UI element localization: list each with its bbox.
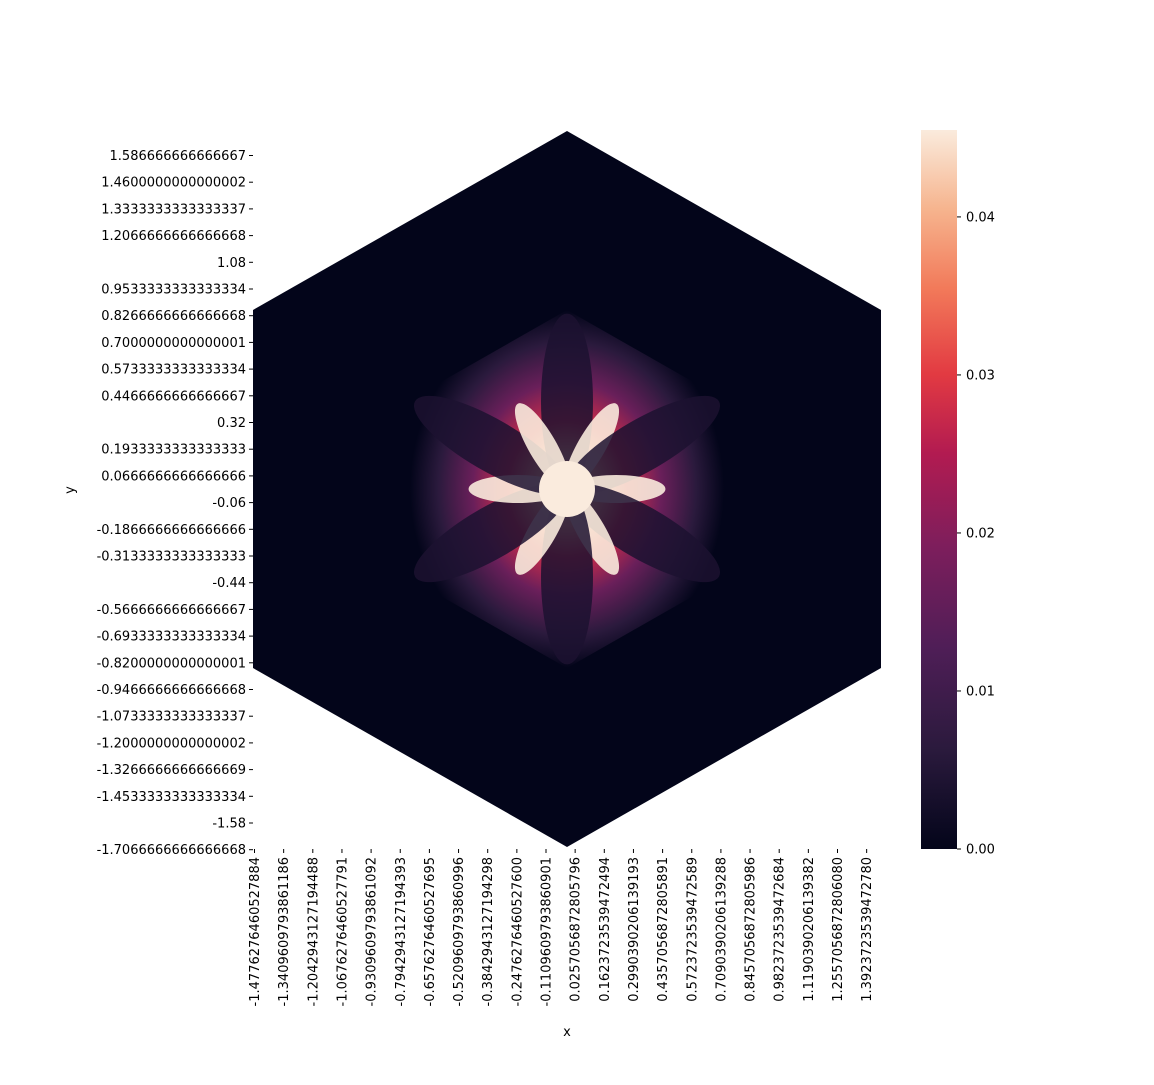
colorbar — [921, 130, 957, 849]
y-tick-label: -0.9466666666666668 — [97, 683, 246, 698]
x-axis-label: x — [563, 1025, 571, 1040]
x-tick-label: 0.9823723539472684 — [773, 857, 788, 1002]
x-tick-label: 1.3923723539472780 — [860, 857, 875, 1002]
x-tick-label: 0.0257056872805796 — [569, 857, 584, 1002]
y-tick-label: 0.0666666666666666 — [101, 469, 246, 484]
y-axis: 1.586666666666667 1.4600000000000002 1.333… — [97, 149, 253, 858]
y-tick-label: -0.06 — [212, 496, 246, 511]
x-tick-label: -0.5209609793860996 — [452, 857, 467, 1006]
x-tick-label: 0.8457056872805986 — [744, 857, 759, 1002]
colorbar-tick-label: 0.04 — [966, 210, 995, 225]
y-tick-label: 0.7000000000000001 — [101, 336, 246, 351]
colorbar-ticks: 0.00 0.01 0.02 0.03 0.04 — [957, 210, 995, 858]
y-tick-label: -1.4533333333333334 — [97, 790, 246, 805]
x-tick-label: -1.0676276460527791 — [335, 857, 350, 1006]
colorbar-tick-label: 0.00 — [966, 843, 995, 858]
colorbar-tick-label: 0.01 — [966, 684, 995, 699]
y-tick-label: -1.0733333333333337 — [97, 710, 246, 725]
x-tick-label: -1.2042943127194488 — [306, 857, 321, 1006]
y-tick-label: 1.3333333333333337 — [101, 202, 246, 217]
y-tick-label: -1.2000000000000002 — [97, 736, 246, 751]
y-tick-label: -0.3133333333333333 — [97, 550, 246, 565]
heatmap-petal — [413, 483, 569, 583]
y-tick-label: 0.8266666666666668 — [101, 309, 246, 324]
x-tick-label: 0.2990390206139193 — [627, 857, 642, 1002]
heatmap-petal — [413, 395, 569, 495]
y-tick-label: 0.32 — [217, 416, 246, 431]
heatmap-core — [539, 461, 595, 517]
y-tick-label: 0.9533333333333334 — [101, 283, 246, 298]
colorbar-tick-label: 0.03 — [966, 368, 995, 383]
x-tick-label: -0.2476276460527600 — [510, 857, 525, 1006]
x-tick-label: -0.6576276460527695 — [423, 857, 438, 1006]
y-tick-label: -0.6933333333333334 — [97, 630, 246, 645]
y-tick-label: -1.3266666666666669 — [97, 763, 246, 778]
y-tick-label: 1.08 — [217, 256, 246, 271]
x-tick-label: -0.7942943127194393 — [394, 857, 409, 1006]
heatmap-petal — [565, 395, 721, 495]
x-tick-label: 0.4357056872805891 — [656, 857, 671, 1002]
y-tick-label: -0.5666666666666667 — [97, 603, 246, 618]
y-tick-label: -1.58 — [212, 817, 246, 832]
y-tick-label: -1.7066666666666668 — [97, 843, 246, 858]
x-tick-label: 0.5723723539472589 — [685, 857, 700, 1002]
y-tick-label: 0.1933333333333333 — [101, 443, 246, 458]
y-tick-label: 1.2066666666666668 — [101, 229, 246, 244]
x-axis: -1.4776276460527884 -1.3409609793861186 -1… — [248, 849, 875, 1006]
y-tick-label: 0.5733333333333334 — [101, 363, 246, 378]
x-tick-label: 0.1623723539472494 — [598, 857, 613, 1002]
y-tick-label: 1.586666666666667 — [110, 149, 246, 164]
y-tick-label: 1.4600000000000002 — [101, 176, 246, 191]
y-tick-label: -0.1866666666666666 — [97, 523, 246, 538]
heatmap-inner-region — [410, 310, 724, 668]
x-tick-label: -0.9309609793861092 — [365, 857, 380, 1006]
heatmap-petals — [413, 313, 721, 665]
x-tick-label: 0.7090390206139288 — [714, 857, 729, 1002]
x-tick-label: 1.1190390206139382 — [802, 857, 817, 1002]
y-tick-label: -0.8200000000000001 — [97, 656, 246, 671]
colorbar-tick-label: 0.02 — [966, 526, 995, 541]
x-tick-label: 1.2557056872806080 — [831, 857, 846, 1002]
heatmap-petal — [565, 483, 721, 583]
y-axis-label: y — [63, 486, 78, 494]
y-tick-label: 0.4466666666666667 — [101, 389, 246, 404]
x-tick-label: -1.4776276460527884 — [248, 857, 263, 1006]
x-tick-label: -1.3409609793861186 — [277, 857, 292, 1006]
x-tick-label: -0.1109609793860901 — [540, 857, 555, 1006]
x-tick-label: -0.3842943127194298 — [481, 857, 496, 1006]
y-tick-label: -0.44 — [212, 576, 246, 591]
